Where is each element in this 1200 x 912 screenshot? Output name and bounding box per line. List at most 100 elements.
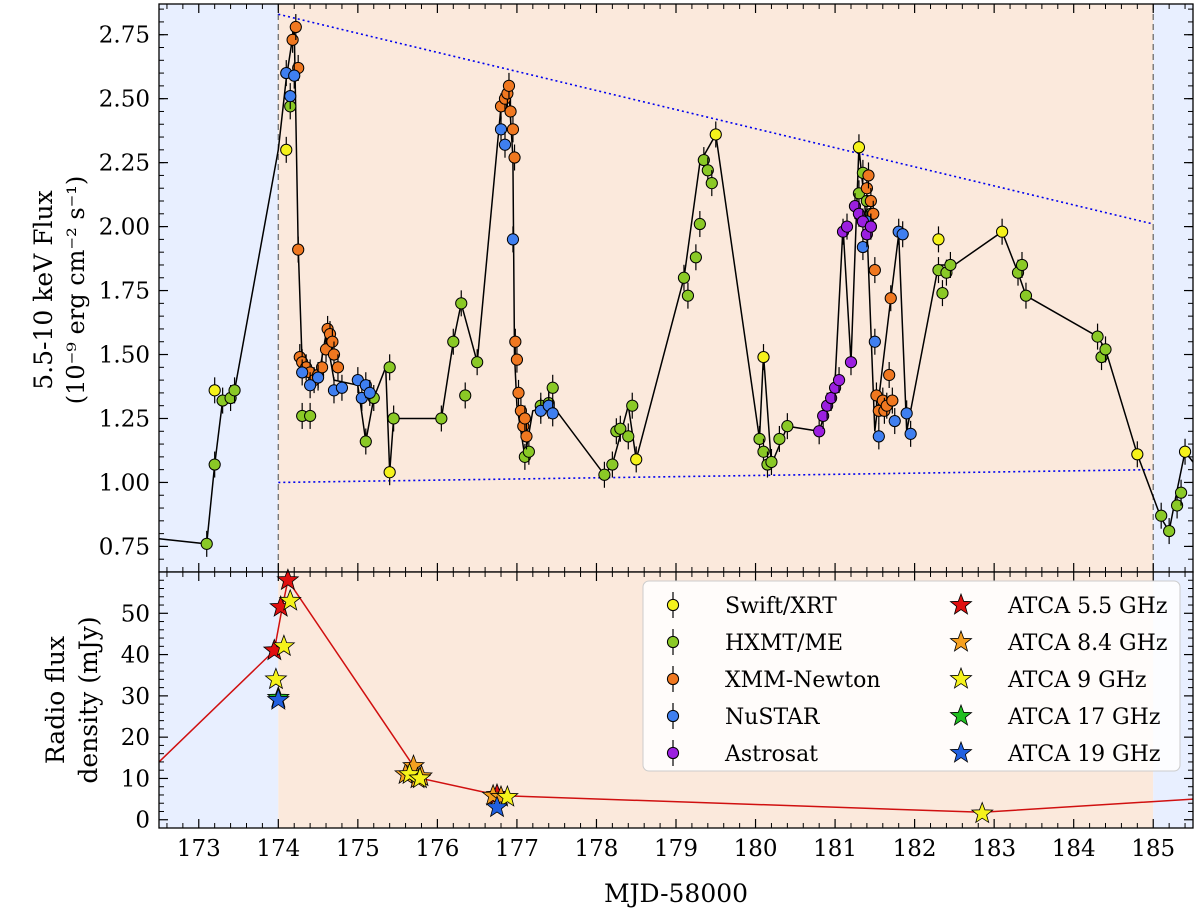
data-point-swift-xrt	[280, 143, 293, 156]
data-point-xmm-newton	[292, 243, 305, 256]
data-point-astrosat	[864, 220, 877, 233]
envelope-lines	[278, 13, 1154, 484]
radio-star-atca-5-5-ghz	[276, 568, 300, 591]
y-tick-label: 1.25	[99, 406, 150, 432]
y-tick-label: 30	[121, 684, 150, 710]
legend-label: Swift/XRT	[725, 594, 837, 619]
data-point-hxmt-me	[200, 537, 213, 550]
data-point-nustar	[888, 414, 901, 428]
data-point-astrosat	[813, 425, 826, 438]
data-point-hxmt-me	[383, 361, 396, 374]
data-point-hxmt-me	[765, 455, 778, 469]
data-point-xmm-newton	[508, 151, 521, 164]
data-point-hxmt-me	[1155, 509, 1168, 522]
data-point-nustar	[900, 407, 913, 420]
data-point-nustar	[311, 371, 325, 384]
x-tick-label: 184	[1052, 836, 1096, 862]
radio-star-atca-9-ghz	[495, 784, 519, 807]
data-point-swift-xrt	[630, 453, 643, 466]
data-point-hxmt-me	[359, 435, 372, 448]
data-point-astrosat	[825, 391, 838, 405]
legend-marker	[666, 635, 680, 649]
x-axis-label: MJD-58000	[604, 879, 748, 908]
data-point-xmm-newton	[510, 353, 524, 366]
legend-label: XMM-Newton	[725, 668, 881, 693]
data-point-hxmt-me	[693, 217, 706, 231]
data-point-astrosat	[844, 356, 858, 369]
envelope-lower	[278, 468, 1154, 484]
data-point-nustar	[284, 90, 297, 103]
data-point-hxmt-me	[387, 412, 400, 425]
data-point-hxmt-me	[1019, 289, 1033, 302]
legend-star	[949, 629, 973, 652]
y-tick-label: 2.50	[99, 87, 150, 113]
x-tick-label: 180	[734, 836, 778, 862]
y-tick-label: 50	[121, 601, 150, 627]
data-point-nustar	[506, 233, 520, 246]
data-point-swift-xrt	[996, 225, 1009, 238]
data-point-xmm-newton	[886, 394, 899, 407]
data-point-hxmt-me	[471, 356, 484, 369]
x-tick-label: 181	[813, 836, 857, 862]
legend-box	[642, 580, 1181, 772]
legend-marker	[666, 746, 680, 760]
data-point-swift-xrt	[1178, 445, 1192, 458]
data-point-hxmt-me	[936, 287, 949, 300]
x-tick-label: 183	[972, 836, 1016, 862]
data-point-xmm-newton	[504, 105, 517, 118]
radio-star-atca-9-ghz	[408, 766, 432, 789]
data-point-nustar	[868, 335, 881, 348]
legend-star	[949, 592, 973, 615]
legend-star	[949, 666, 973, 689]
data-point-nustar	[896, 228, 909, 241]
legend-star	[949, 703, 973, 726]
legend-label: HXMT/ME	[725, 631, 843, 656]
data-point-nustar	[546, 407, 559, 420]
data-point-xmm-newton	[289, 20, 302, 34]
top-ylabel-units: (10⁻⁹ erg cm⁻² s⁻¹)	[62, 176, 90, 405]
legend-label: ATCA 19 GHz	[1007, 742, 1160, 767]
top-panel: 0.75 1.00 1.25 1.50 1.75 2.00 2.25 2.50 2.75 5.5…	[29, 3, 1194, 573]
data-point-hxmt-me	[522, 445, 535, 458]
data-point-xmm-newton	[518, 412, 531, 425]
data-point-xmm-newton	[862, 169, 875, 182]
legend-marker	[666, 598, 680, 612]
top-axes: 0.75 1.00 1.25 1.50 1.75 2.00 2.25 2.50 2.75	[99, 4, 1193, 572]
data-point-swift-xrt	[709, 128, 722, 141]
y-tick-label: 2.25	[99, 151, 150, 177]
data-point-xmm-newton	[864, 194, 877, 208]
y-tick-label: 2.75	[99, 23, 150, 49]
data-point-nustar	[335, 381, 349, 394]
data-point-nustar	[363, 386, 376, 400]
radio-star-atca-19-ghz	[266, 687, 290, 710]
data-point-hxmt-me	[614, 422, 627, 435]
data-point-hxmt-me	[304, 409, 317, 423]
data-point-xmm-newton	[884, 292, 897, 305]
data-point-swift-xrt	[383, 466, 396, 479]
top-ylabel: 5.5-10 keV Flux	[29, 190, 58, 389]
data-point-hxmt-me	[705, 176, 718, 190]
x-tick-label: 173	[177, 836, 221, 862]
data-point-xmm-newton	[502, 79, 516, 92]
data-point-hxmt-me	[689, 251, 702, 264]
data-point-hxmt-me	[697, 153, 710, 167]
data-point-hxmt-me	[598, 468, 611, 481]
data-point-astrosat	[840, 220, 854, 233]
data-point-hxmt-me	[208, 458, 221, 471]
shaded-region-outburst	[278, 4, 1154, 572]
data-point-swift-xrt	[1131, 448, 1144, 461]
bottom-data-points	[262, 568, 994, 824]
data-point-hxmt-me	[677, 271, 691, 284]
bottom-ylabel: Radio flux	[41, 636, 70, 764]
legend-star	[949, 740, 973, 763]
data-point-hxmt-me	[773, 432, 786, 446]
data-point-hxmt-me	[681, 289, 695, 302]
x-tick-label: 177	[495, 836, 539, 862]
data-point-nustar	[304, 379, 317, 392]
data-point-astrosat	[832, 374, 846, 387]
top-data-points	[200, 14, 1192, 557]
data-point-hxmt-me	[1099, 343, 1112, 356]
x-tick-label: 175	[336, 836, 380, 862]
legend-label: ATCA 8.4 GHz	[1007, 631, 1167, 656]
